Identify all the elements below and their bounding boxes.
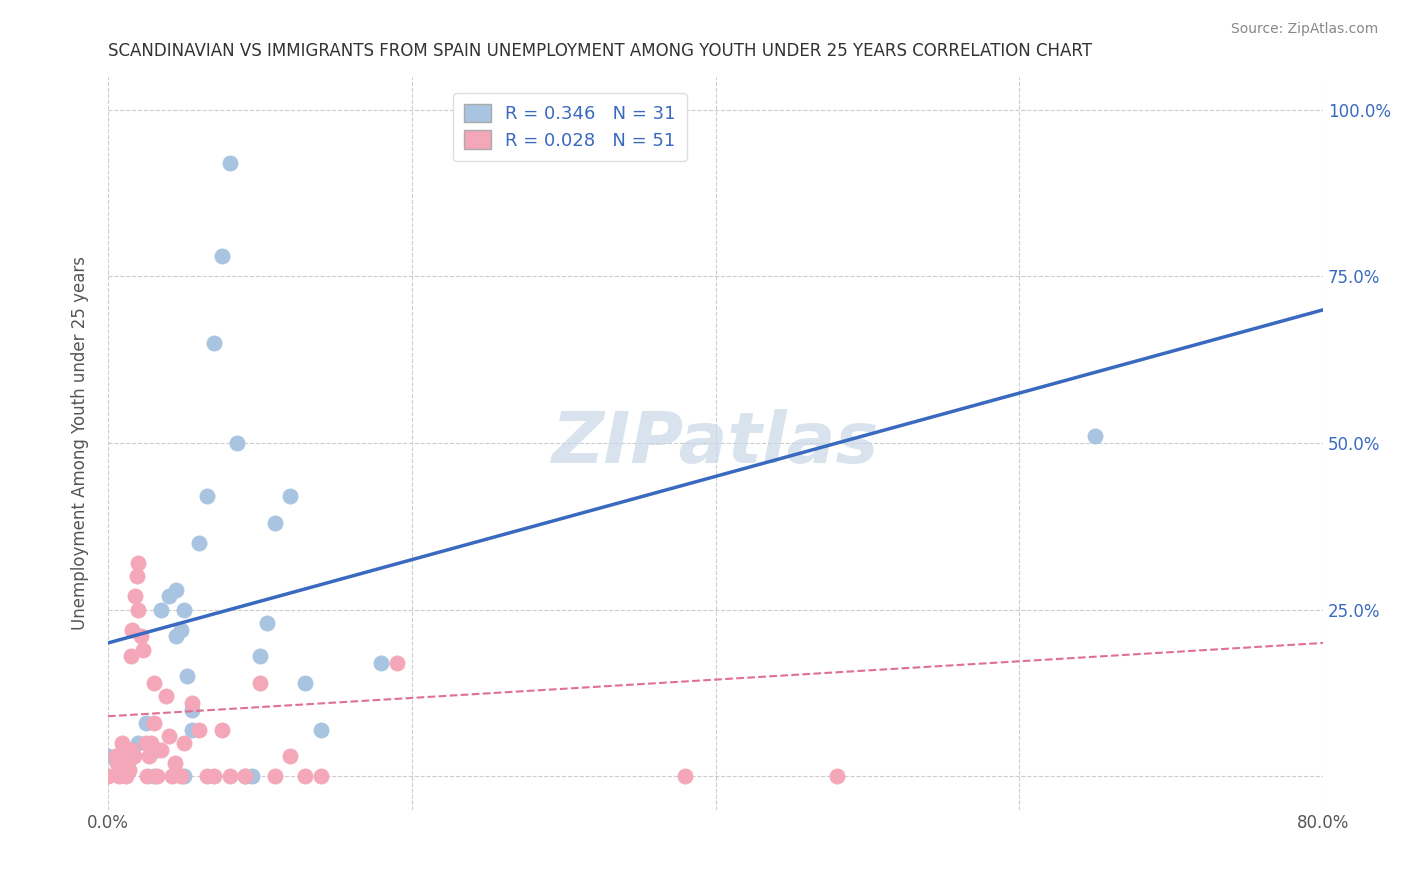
Point (264, 769, 287, 783)
Point (124, 590, 146, 604)
Point (115, 769, 138, 783)
Point (218, 156, 240, 170)
Point (139, 736, 162, 750)
Point (385, 656, 408, 670)
Point (240, 769, 263, 783)
Point (195, 769, 218, 783)
Point (142, 715, 165, 730)
Point (218, 769, 240, 783)
Point (142, 769, 165, 783)
Point (170, 623, 193, 637)
Point (150, 602, 173, 616)
Point (135, 715, 157, 730)
Point (173, 769, 195, 783)
Point (105, 756, 128, 770)
Point (195, 489, 218, 503)
Point (170, 769, 193, 783)
Point (211, 250, 233, 264)
Point (108, 763, 131, 777)
Point (176, 669, 198, 683)
Point (135, 736, 157, 750)
Point (104, 749, 127, 764)
Point (138, 749, 160, 764)
Point (136, 769, 159, 783)
Point (180, 696, 202, 710)
Point (226, 436, 249, 450)
Point (160, 769, 183, 783)
Point (142, 676, 165, 690)
Point (120, 742, 142, 756)
Point (112, 742, 135, 756)
Point (118, 763, 141, 777)
Legend: R = 0.346   N = 31, R = 0.028   N = 51: R = 0.346 N = 31, R = 0.028 N = 51 (453, 93, 686, 161)
Point (249, 676, 271, 690)
Point (145, 769, 167, 783)
Text: Source: ZipAtlas.com: Source: ZipAtlas.com (1230, 22, 1378, 37)
Point (294, 676, 316, 690)
Point (180, 723, 202, 737)
Point (825, 769, 848, 783)
Point (145, 742, 167, 756)
Point (211, 723, 233, 737)
Point (256, 615, 278, 630)
Point (370, 656, 392, 670)
Point (249, 649, 271, 664)
Point (125, 569, 148, 583)
Point (278, 749, 301, 764)
Point (202, 769, 225, 783)
Point (117, 756, 139, 770)
Point (115, 749, 138, 764)
Point (132, 642, 155, 657)
Point (309, 723, 332, 737)
Point (673, 769, 696, 783)
Point (127, 556, 149, 570)
Point (173, 736, 195, 750)
Point (309, 769, 332, 783)
Text: ZIPatlas: ZIPatlas (553, 409, 879, 477)
Point (1084, 429, 1107, 443)
Point (165, 582, 187, 597)
Point (111, 736, 134, 750)
Point (112, 756, 135, 770)
Point (150, 742, 173, 756)
Point (294, 769, 316, 783)
Point (163, 756, 186, 770)
Point (202, 336, 225, 351)
Point (233, 769, 256, 783)
Point (233, 769, 256, 783)
Point (180, 703, 202, 717)
Point (264, 516, 287, 530)
Point (97, 769, 120, 783)
Text: SCANDINAVIAN VS IMMIGRANTS FROM SPAIN UNEMPLOYMENT AMONG YOUTH UNDER 25 YEARS CO: SCANDINAVIAN VS IMMIGRANTS FROM SPAIN UN… (108, 42, 1092, 60)
Point (165, 629, 187, 643)
Point (107, 769, 129, 783)
Point (157, 590, 180, 604)
Point (127, 736, 149, 750)
Point (155, 690, 177, 704)
Y-axis label: Unemployment Among Youth under 25 years: Unemployment Among Youth under 25 years (72, 256, 89, 630)
Point (188, 723, 211, 737)
Point (173, 602, 195, 616)
Point (127, 602, 149, 616)
Point (131, 629, 153, 643)
Point (97, 749, 120, 764)
Point (121, 623, 143, 637)
Point (120, 649, 142, 664)
Point (122, 749, 145, 764)
Point (278, 489, 301, 503)
Point (188, 536, 211, 550)
Point (157, 729, 180, 743)
